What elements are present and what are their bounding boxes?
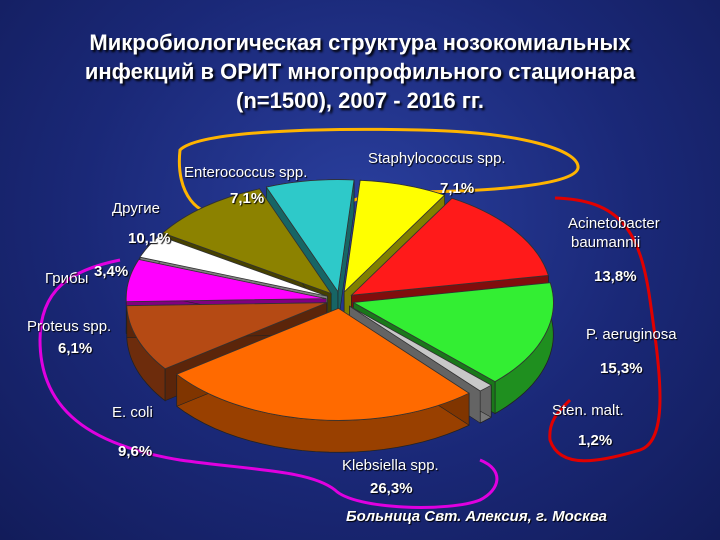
pct-ecoli: 9,6% xyxy=(118,443,153,460)
pct-enterococcus: 7,1% xyxy=(230,190,265,207)
label-ecoli: E. coli xyxy=(112,404,153,421)
slice-klebsiella-spp xyxy=(176,307,470,421)
label-proteus: Proteus spp. xyxy=(27,318,112,335)
label-fungi: Грибы xyxy=(45,270,89,287)
slice-staphylococcus-spp xyxy=(343,179,446,294)
slice-sten-malt xyxy=(349,305,493,392)
pie-slices xyxy=(125,179,554,453)
grouping-outline-other xyxy=(38,258,499,509)
slice-acinetobacter-baumannii xyxy=(350,197,549,296)
slice-p-aeruginosa xyxy=(352,282,554,383)
source-footnote: Больница Свт. Алексия, г. Москва xyxy=(346,508,607,525)
title-line-3: (n=1500), 2007 - 2016 гг. xyxy=(236,88,484,113)
slice-другие xyxy=(162,188,333,295)
label-aeruginosa: P. aeruginosa xyxy=(586,326,677,343)
slice-грибы xyxy=(139,235,328,297)
slice-proteus-spp xyxy=(125,259,327,303)
title-line-1: Микробиологическая структура нозокомиаль… xyxy=(89,30,631,55)
label-enterococcus: Enterococcus spp. xyxy=(184,164,308,181)
pct-proteus: 6,1% xyxy=(58,340,93,357)
pct-fungi: 3,4% xyxy=(94,263,129,280)
label-acinetobacter-1: Acinetobacter xyxy=(568,215,660,232)
grouping-outline-non-fermenters xyxy=(548,196,662,463)
title-line-2: инфекций в ОРИТ многопрофильного стацион… xyxy=(84,59,636,84)
pct-acinetobacter: 13,8% xyxy=(594,268,637,285)
label-staphylococcus: Staphylococcus spp. xyxy=(368,150,506,167)
label-acinetobacter-2: baumannii xyxy=(571,234,641,251)
chart-title: Микробиологическая структура нозокомиаль… xyxy=(20,28,700,115)
pct-staphylococcus: 7,1% xyxy=(440,180,475,197)
pct-klebsiella: 26,3% xyxy=(370,480,413,497)
label-other: Другие xyxy=(112,200,161,217)
slice-e-coli xyxy=(126,302,327,370)
pct-other: 10,1% xyxy=(128,230,171,247)
slice-enterococcus-spp xyxy=(265,179,355,293)
pct-aeruginosa: 15,3% xyxy=(600,360,643,377)
pct-sten-malt: 1,2% xyxy=(578,432,613,449)
label-klebsiella: Klebsiella spp. xyxy=(342,457,439,474)
label-sten-malt: Sten. malt. xyxy=(552,402,624,419)
